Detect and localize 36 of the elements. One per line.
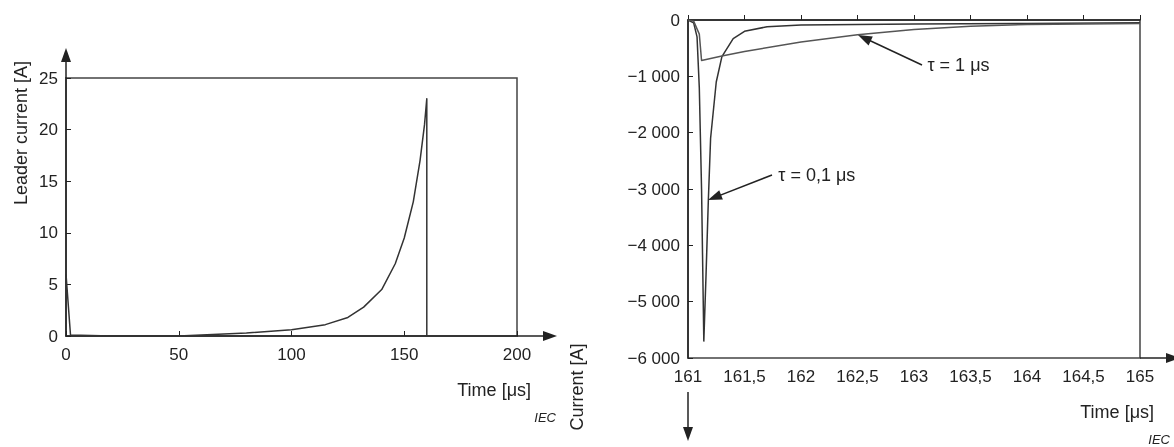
y-tick-label: 0 (670, 10, 680, 30)
x-tick-label: 165 (1125, 367, 1155, 386)
y-tick-label: 15 (39, 171, 58, 191)
x-tick-label: 200 (502, 345, 532, 364)
y-axis-title: Leader current [A] (11, 60, 31, 206)
line-series (65, 97, 428, 337)
y-tick-label: 0 (48, 326, 58, 346)
x-tick-label: 161 (673, 367, 703, 386)
x-tick-label: 150 (390, 345, 419, 364)
x-tick-label: 0 (61, 345, 71, 364)
x-tick-label: 100 (277, 345, 306, 364)
y-tick-label: 20 (39, 120, 58, 140)
y-tick-label: −1 000 (627, 66, 680, 86)
annotation: τ = 1 μs (927, 54, 990, 75)
y-tick-label: −3 000 (627, 179, 680, 199)
y-axis-title: Current [A] (567, 343, 587, 431)
x-tick-label: 50 (169, 345, 189, 364)
y-tick-label: 5 (48, 274, 58, 294)
y-tick-label: −5 000 (627, 292, 680, 312)
y-tick-label: −6 000 (627, 348, 680, 368)
text: IEC (1148, 432, 1171, 447)
x-tick-label: 162 (786, 367, 816, 386)
x-tick-label: 164 (1012, 367, 1042, 386)
x-tick-label: 163 (899, 367, 929, 386)
x-axis-title: Time [μs] (457, 380, 532, 400)
x-tick-label: 164,5 (1062, 367, 1105, 386)
text: IEC (534, 410, 557, 425)
x-axis-title: Time [μs] (1080, 402, 1155, 422)
x-tick-label: 162,5 (836, 367, 879, 386)
y-tick-label: −2 000 (627, 123, 680, 143)
annotation: τ = 0,1 μs (778, 165, 856, 186)
y-tick-label: 10 (39, 223, 58, 243)
x-tick-label: 163,5 (949, 367, 992, 386)
y-tick-label: −4 000 (627, 235, 680, 255)
x-tick-label: 161,5 (723, 367, 766, 386)
y-tick-label: 25 (39, 68, 58, 88)
